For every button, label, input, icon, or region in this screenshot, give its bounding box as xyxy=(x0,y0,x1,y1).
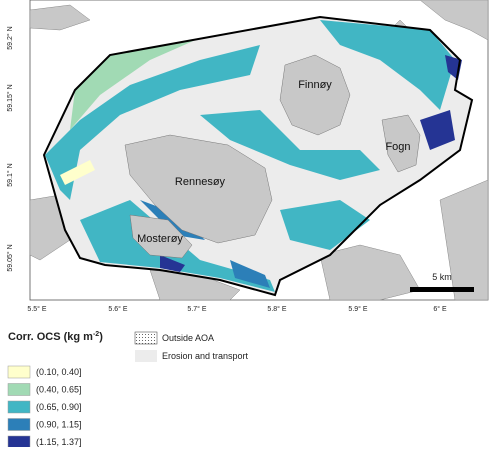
lon-label: 6° E xyxy=(433,305,447,313)
lat-label: 59.1° N xyxy=(6,163,14,186)
scale-label: 5 km xyxy=(432,272,452,282)
place-label: Mosterøy xyxy=(137,233,183,245)
ocs-zone xyxy=(160,255,185,272)
ocs-zone xyxy=(70,38,200,130)
lon-label: 5.8° E xyxy=(267,305,286,313)
scale-bar xyxy=(410,287,474,292)
place-label: Rennesøy xyxy=(175,176,226,188)
legend-label: Outside AOA xyxy=(162,333,214,343)
lat-label: 59.15° N xyxy=(6,84,14,111)
legend-title: Corr. OCS (kg m-2) xyxy=(8,331,103,343)
lat-label: 59.05° N xyxy=(6,244,14,271)
legend-swatch xyxy=(7,400,31,414)
lat-label: 59.2° N xyxy=(6,26,14,49)
legend-swatch xyxy=(7,435,31,449)
islands xyxy=(124,54,421,259)
ocs-zone xyxy=(60,160,95,185)
legend-label: (0.10, 0.40] xyxy=(36,367,82,377)
ocs-zone xyxy=(45,45,260,200)
lon-label: 5.9° E xyxy=(348,305,367,313)
ocs-zone xyxy=(320,20,455,110)
legend-swatch xyxy=(7,418,31,431)
ocs-zone xyxy=(280,200,370,250)
map-frame: 5 km xyxy=(29,0,489,301)
legend-label: (0.40, 0.65] xyxy=(36,385,82,395)
lon-label: 5.6° E xyxy=(108,305,127,313)
legend-label: (0.65, 0.90] xyxy=(36,402,82,412)
legend: Corr. OCS (kg m-2) (0.10, 0.40] (0.40, 0.… xyxy=(7,331,249,449)
legend-swatch xyxy=(7,383,31,396)
ocs-zone xyxy=(230,260,270,288)
legend-label: (0.90, 1.15] xyxy=(36,420,82,430)
graticule-labels: 59.2° N 59.15° N 59.1° N 59.05° N 5.5° E 5.6°… xyxy=(6,26,447,313)
place-label: Fogn xyxy=(385,141,410,153)
legend-label: (1.15, 1.37] xyxy=(36,437,82,447)
lon-label: 5.5° E xyxy=(27,305,46,313)
legend-swatch xyxy=(7,365,31,379)
aoa-boundary xyxy=(42,15,474,297)
lon-label: 5.7° E xyxy=(187,305,206,313)
ocs-zone xyxy=(200,110,380,180)
legend-label: Erosion and transport xyxy=(162,351,249,361)
place-label: Finnøy xyxy=(298,79,332,91)
ocs-zone xyxy=(420,110,455,150)
